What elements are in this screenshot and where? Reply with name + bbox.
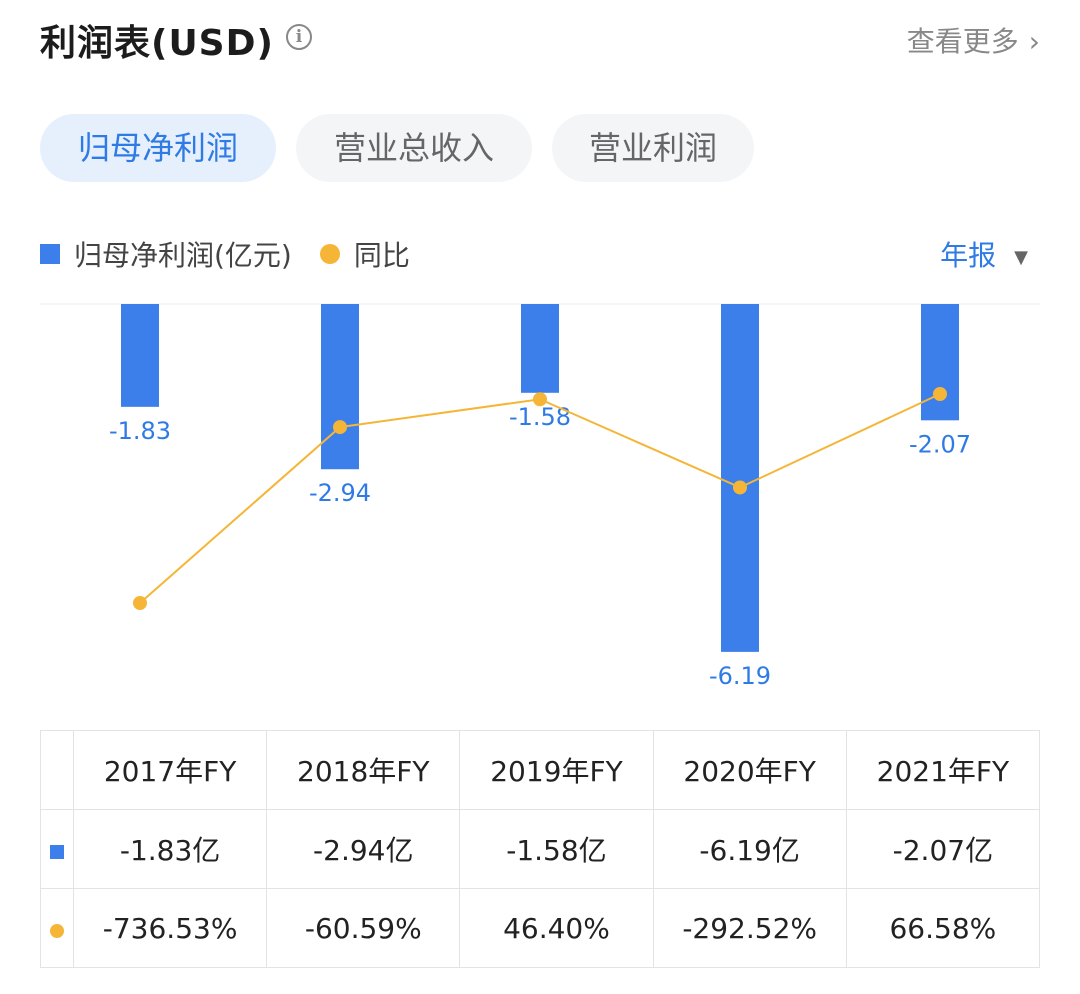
line-legend-marker [319, 244, 340, 264]
bar-value-label: -1.83 [109, 417, 171, 445]
bar-value-label: -2.07 [909, 430, 971, 458]
chart-legend: 归母净利润(亿元) 同比 [40, 236, 410, 272]
caret-down-icon: ▼ [1014, 246, 1028, 268]
bar-value-label: -1.58 [509, 403, 571, 431]
table-header-cell: 2020年FY [652, 730, 847, 810]
page-title: 利润表(USD) [40, 23, 274, 64]
table-corner-cell [40, 730, 74, 810]
bar [321, 304, 359, 470]
yoy-point [133, 596, 147, 610]
table-cell: 66.58% [845, 888, 1041, 968]
table-cell: -1.58亿 [459, 809, 654, 889]
table-row-yoy: -736.53% -60.59% 46.40% -292.52% 66.58% [40, 888, 1041, 968]
tab-total-revenue[interactable]: 营业总收入 [296, 114, 532, 182]
profit-row-marker [40, 809, 74, 889]
yoy-point [333, 420, 347, 435]
table-cell: -292.52% [652, 888, 847, 968]
bar [921, 304, 959, 421]
yoy-point [933, 387, 947, 401]
line-legend-label: 同比 [353, 239, 410, 272]
table-header-cell: 2019年FY [459, 730, 654, 810]
table-header-cell: 2021年FY [845, 730, 1041, 810]
bar [121, 304, 159, 407]
bar [721, 304, 759, 652]
bar-legend-label: 归母净利润(亿元) [74, 239, 292, 272]
bar-legend-marker [40, 244, 60, 264]
data-table: 2017年FY 2018年FY 2019年FY 2020年FY 2021年FY … [40, 730, 1041, 968]
tab-operating-profit[interactable]: 营业利润 [552, 114, 754, 182]
bar-value-label: -6.19 [709, 662, 771, 690]
table-cell: -2.07亿 [845, 809, 1041, 889]
period-label: 年报 [940, 239, 997, 272]
table-cell: -60.59% [266, 888, 461, 968]
table-header-cell: 2017年FY [72, 730, 268, 810]
bar-value-label: -2.94 [309, 479, 371, 507]
yoy-point [733, 480, 747, 495]
chevron-right-icon: › [1028, 25, 1040, 58]
view-more-link[interactable]: 查看更多 › [907, 20, 1040, 60]
tab-net-profit[interactable]: 归母净利润 [40, 114, 276, 182]
yoy-row-marker [40, 888, 74, 968]
table-cell: -6.19亿 [652, 809, 847, 889]
yoy-point [533, 392, 547, 407]
period-selector[interactable]: 年报 ▼ [940, 234, 1028, 274]
table-cell: -736.53% [72, 888, 268, 968]
table-row-profit: -1.83亿 -2.94亿 -1.58亿 -6.19亿 -2.07亿 [40, 809, 1041, 889]
table-cell: -1.83亿 [72, 809, 268, 889]
bar [521, 304, 559, 393]
info-icon[interactable]: i [286, 24, 312, 50]
table-header-cell: 2018年FY [266, 730, 461, 810]
table-cell: 46.40% [459, 888, 654, 968]
chart-area: -1.83 -2.94 -1.58 -6.19 -2.07 [40, 303, 1040, 690]
line-series-marker [50, 923, 64, 938]
view-more-label: 查看更多 [906, 25, 1019, 58]
table-cell: -2.94亿 [266, 809, 461, 889]
table-header-row: 2017年FY 2018年FY 2019年FY 2020年FY 2021年FY [40, 730, 1041, 810]
bar-series-marker [50, 844, 64, 859]
